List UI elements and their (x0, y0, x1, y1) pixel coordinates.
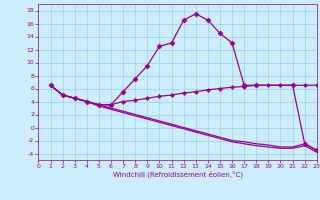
X-axis label: Windchill (Refroidissement éolien,°C): Windchill (Refroidissement éolien,°C) (113, 171, 243, 178)
